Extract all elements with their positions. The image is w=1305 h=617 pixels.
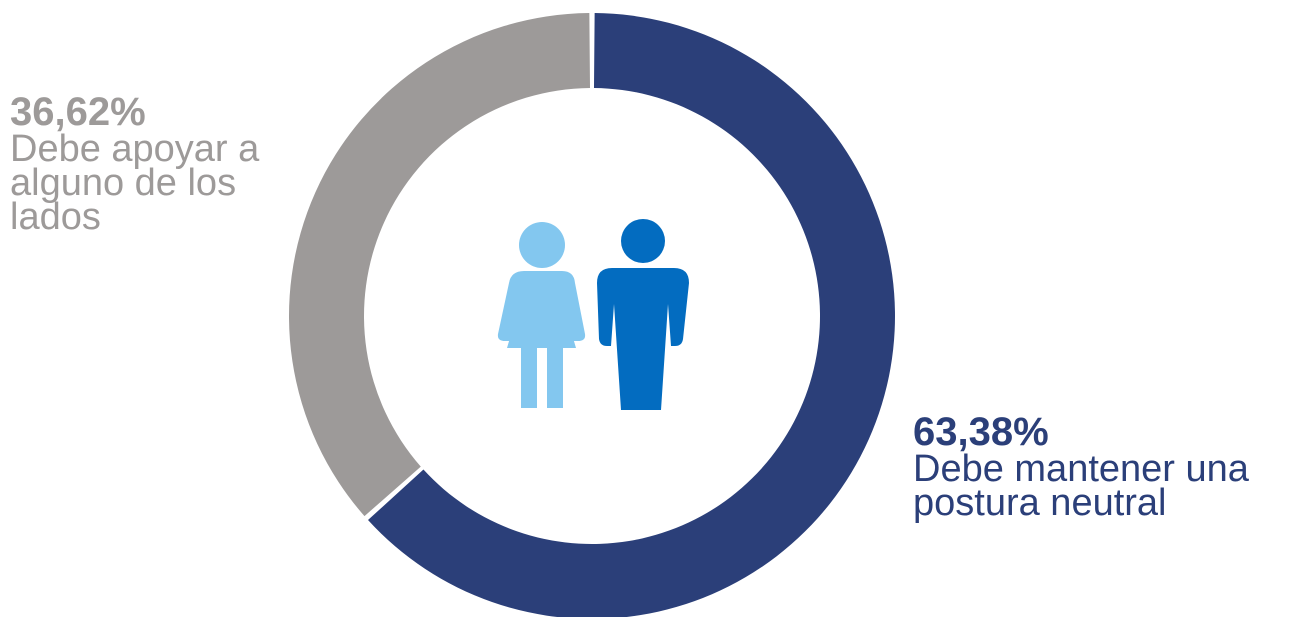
slice-description: Debe mantener una postura neutral — [913, 448, 1249, 524]
slice-description: Debe apoyar a alguno de los lados — [10, 128, 260, 238]
slice-percentage: 36,62% — [10, 90, 146, 134]
woman-icon — [497, 222, 586, 408]
donut-slices — [289, 13, 895, 617]
slice-label-blue: 63,38% Debe mantener una postura neutral — [913, 410, 1303, 524]
man-icon — [597, 219, 689, 410]
slice-label-gray: 36,62% Debe apoyar a alguno de los lados — [10, 90, 310, 238]
donut-slice-0 — [368, 13, 895, 617]
slice-percentage: 63,38% — [913, 410, 1049, 454]
people-icon — [497, 219, 689, 410]
donut-slice-1 — [289, 13, 591, 517]
